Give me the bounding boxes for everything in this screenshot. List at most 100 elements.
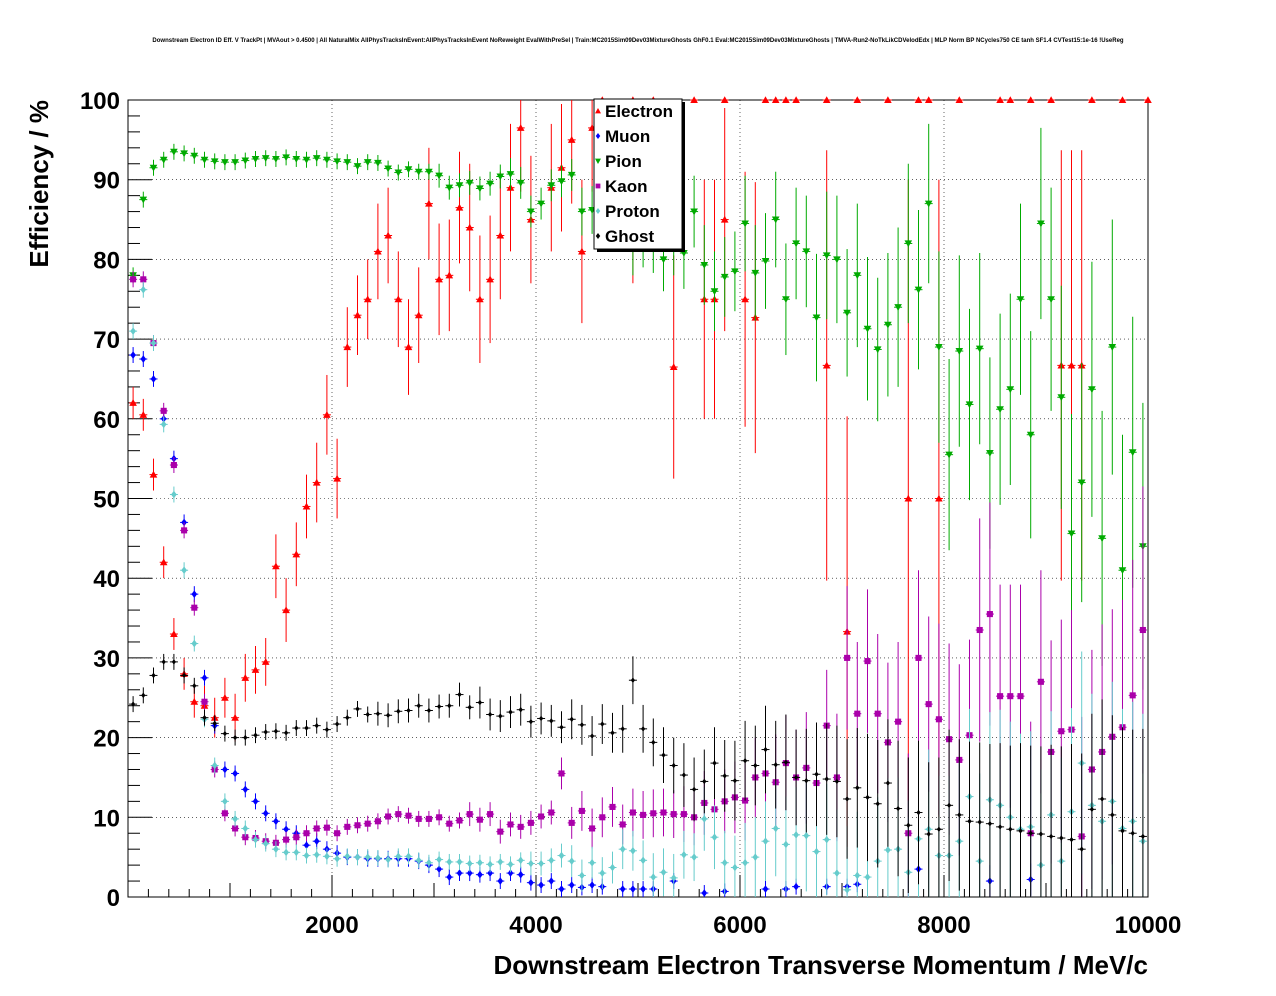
x-tick-label: 4000 [509,912,562,939]
data-point-muon [455,865,464,882]
data-point-pion [802,195,811,308]
data-point-ghost [914,740,923,885]
data-point-ghost [934,757,943,897]
data-point-pion [996,313,1005,505]
data-point-pion [292,151,301,167]
data-point-kaon [394,806,403,823]
data-point-pion [516,166,525,199]
data-point-muon [496,873,505,890]
legend-item-muon: Muon [595,127,650,146]
data-point-pion [690,175,699,248]
data-point-proton [690,833,699,882]
data-point-ghost [975,742,984,897]
data-point-ghost [679,743,688,807]
data-point-proton [557,843,566,868]
data-point-kaon [200,693,209,710]
data-point-proton [781,796,790,893]
data-point-muon [241,781,250,798]
data-point-pion [302,151,311,168]
x-axis-label: Downstream Electron Transverse Momentum … [493,950,1148,980]
data-point-pion [771,171,780,268]
data-point-pion [741,175,750,272]
y-tick-label: 20 [93,726,120,753]
data-point-ghost [894,740,903,877]
data-point-pion [914,209,923,370]
data-point-pion [567,158,576,191]
data-point-electron [475,235,484,364]
data-point-kaon [414,810,423,827]
data-point-pion [873,277,882,422]
data-point-ghost [577,704,586,745]
data-point-ghost [761,705,770,794]
data-point-pion [435,163,444,188]
data-point-pion [812,253,821,382]
data-point-ghost [1006,745,1015,897]
data-point-muon [251,793,260,810]
data-point-electron [1118,96,1127,104]
data-point-kaon [486,802,495,827]
data-point-muon [588,877,597,894]
data-point-proton [180,562,189,579]
data-point-pion [751,225,760,321]
y-tick-label: 90 [93,168,120,195]
legend-marker [595,133,601,139]
data-point-pion [1036,127,1045,320]
data-point-ghost [1087,713,1096,897]
data-point-muon [139,351,148,367]
data-point-electron [312,442,321,523]
data-point-muon [200,669,209,686]
data-point-proton [720,830,729,895]
data-point-electron [404,299,413,395]
data-point-muon [567,877,576,894]
data-point-ghost [547,704,556,737]
data-point-ghost [506,696,515,729]
data-point-kaon [608,787,617,827]
data-point-muon [628,881,637,897]
data-point-ghost [863,733,872,862]
data-point-ghost [424,698,433,723]
data-point-ghost [180,667,189,684]
data-point-ghost [720,739,729,812]
data-point-kaon [333,825,342,842]
data-point-ghost [537,702,546,735]
data-point-muon [700,885,709,897]
data-point-muon [149,370,158,387]
data-point-ghost [1047,744,1056,897]
legend-label: Ghost [605,227,654,246]
data-point-ghost [822,723,831,835]
data-point-ghost [832,725,841,838]
data-point-pion [945,359,954,551]
data-point-kaon [649,789,658,838]
data-point-ghost [1057,746,1066,897]
data-point-kaon [985,502,994,726]
data-point-kaon [455,812,464,829]
data-point-electron [394,251,403,348]
data-point-kaon [322,819,331,836]
y-tick-label: 0 [107,885,120,912]
data-point-proton [282,844,291,861]
data-point-electron [1026,96,1035,104]
data-point-pion [1128,316,1137,588]
data-point-electron [139,398,148,431]
data-point-proton [424,854,433,871]
data-point-electron [720,96,729,104]
data-point-ghost [210,715,219,732]
data-point-ghost [261,724,270,740]
data-point-muon [516,866,525,883]
data-point-kaon [445,815,454,832]
data-point-pion [822,191,831,320]
data-point-pion [282,149,291,166]
data-point-ghost [190,677,199,694]
legend-label: Proton [605,202,660,221]
data-point-proton [139,281,148,298]
data-point-pion [414,163,423,180]
x-tick-label: 6000 [713,912,766,939]
data-point-electron [955,96,964,104]
y-tick-label: 100 [80,88,120,115]
data-point-electron [1144,96,1152,104]
data-point-electron [690,96,699,104]
data-point-pion [220,154,229,171]
data-point-muon [618,881,627,897]
data-point-proton [414,852,423,869]
data-point-proton [577,859,586,892]
